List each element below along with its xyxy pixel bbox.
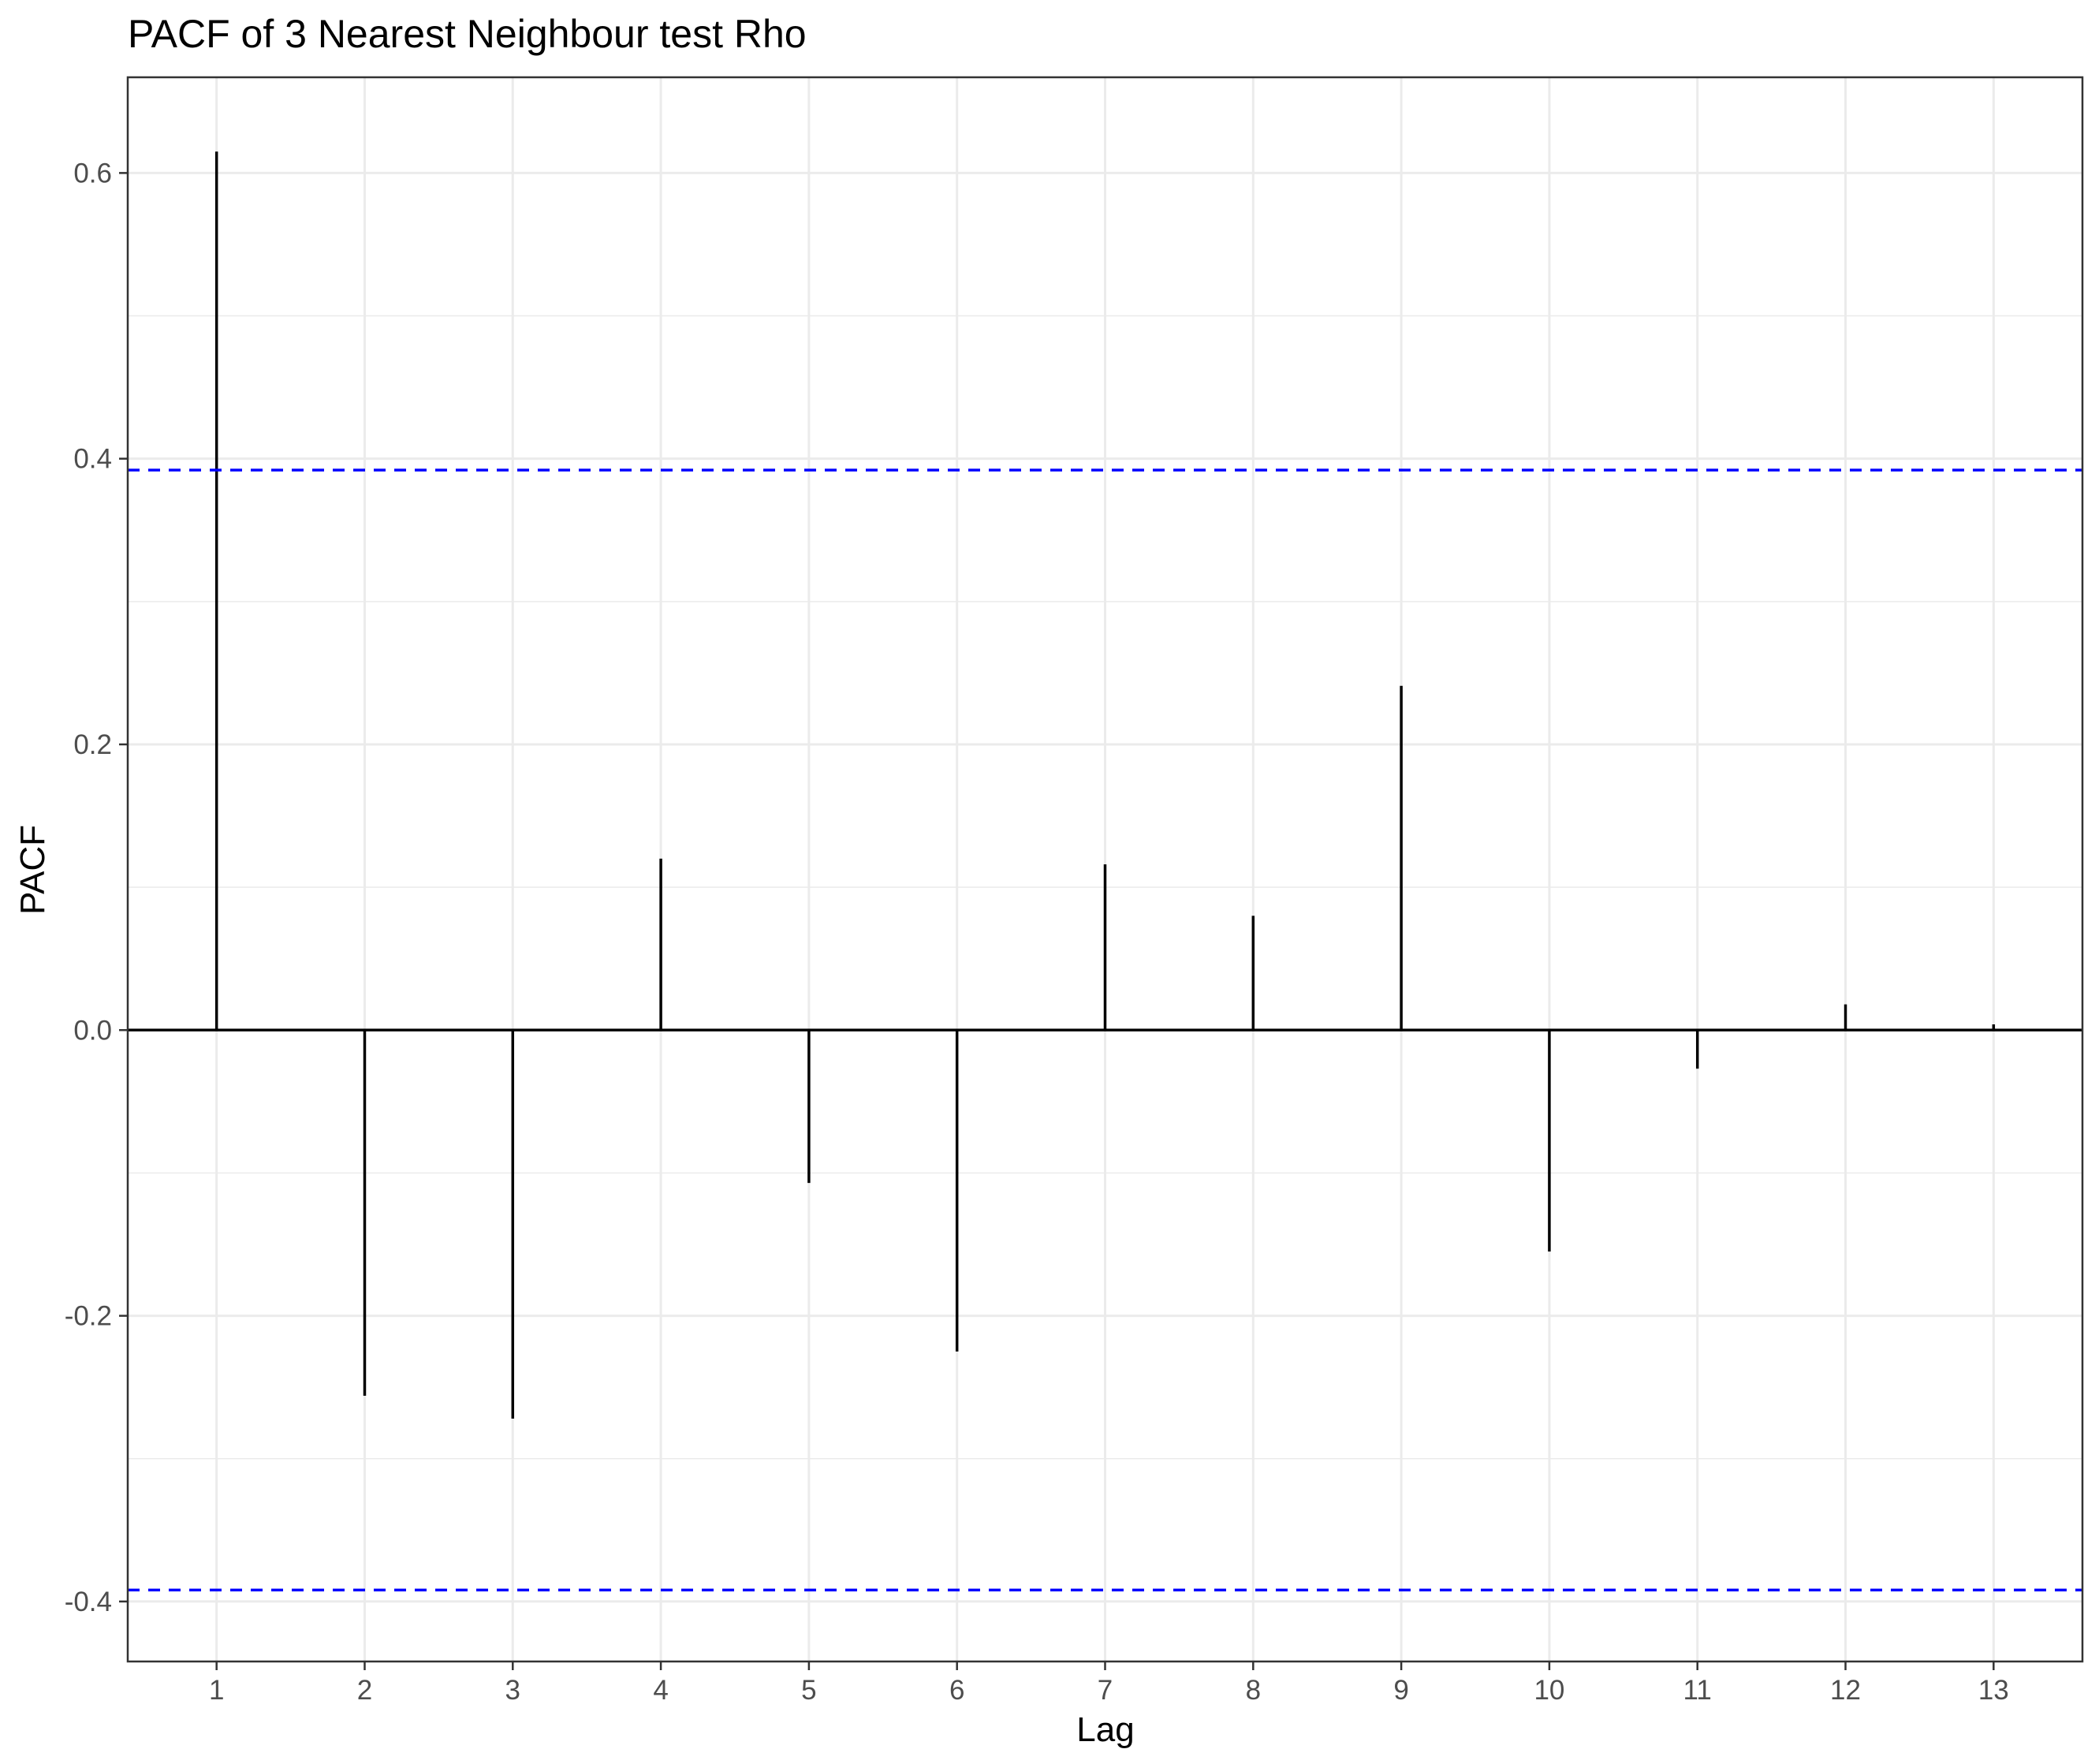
y-tick-label: 0.2 bbox=[73, 729, 112, 760]
x-tick-label: 10 bbox=[1534, 1675, 1564, 1706]
x-tick-label: 5 bbox=[801, 1675, 816, 1706]
x-tick-label: 1 bbox=[209, 1675, 224, 1706]
x-axis: 1 2 3 4 5 6 7 8 9 10 11 12 13 bbox=[209, 1661, 2009, 1706]
x-tick-label: 3 bbox=[505, 1675, 520, 1706]
x-tick-label: 8 bbox=[1246, 1675, 1261, 1706]
x-tick-label: 11 bbox=[1683, 1675, 1712, 1706]
y-axis: -0.4 -0.2 0.0 0.2 0.4 0.6 bbox=[65, 158, 128, 1617]
pacf-bars bbox=[214, 151, 1996, 1419]
confidence-bounds bbox=[128, 468, 2082, 1592]
y-axis-title: PACF bbox=[13, 825, 52, 915]
x-tick-label: 7 bbox=[1098, 1675, 1113, 1706]
y-tick-label: 0.4 bbox=[73, 444, 112, 475]
y-tick-label: -0.4 bbox=[65, 1587, 112, 1617]
x-axis-title: Lag bbox=[1076, 1710, 1134, 1749]
y-tick-label: 0.0 bbox=[73, 1015, 112, 1046]
x-tick-label: 2 bbox=[357, 1675, 372, 1706]
x-tick-label: 6 bbox=[949, 1675, 964, 1706]
x-tick-label: 13 bbox=[1978, 1675, 2009, 1706]
y-tick-label: -0.2 bbox=[65, 1301, 112, 1332]
x-tick-label: 9 bbox=[1393, 1675, 1408, 1706]
x-tick-label: 4 bbox=[653, 1675, 668, 1706]
chart-title: PACF of 3 Nearest Neighbour test Rho bbox=[128, 12, 807, 56]
x-tick-label: 12 bbox=[1830, 1675, 1861, 1706]
y-tick-label: 0.6 bbox=[73, 158, 112, 188]
